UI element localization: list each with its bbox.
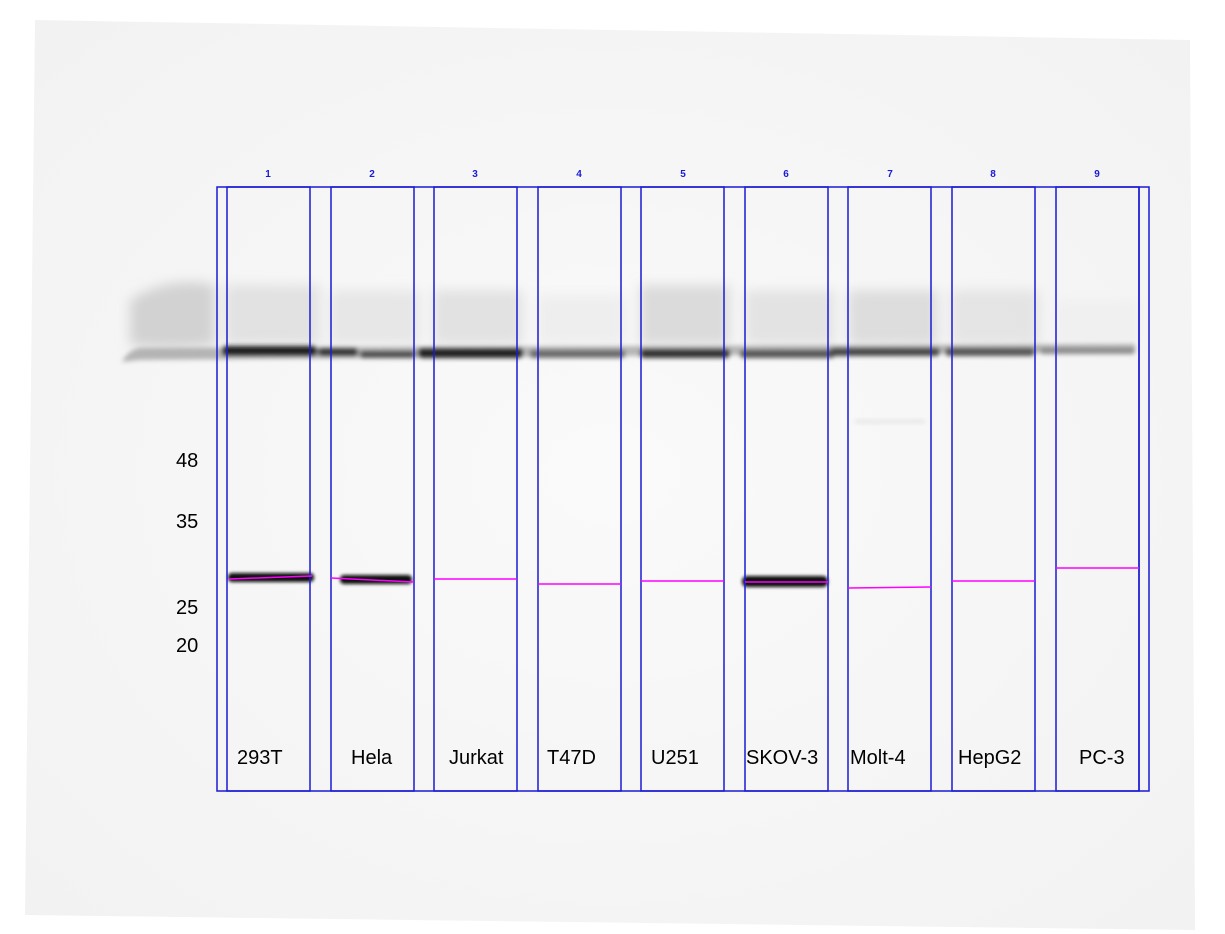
band-marker-line: [330, 577, 415, 583]
band-marker-line: [847, 586, 932, 589]
marker-label-48: 48: [176, 450, 199, 472]
marker-label-20: 20: [176, 635, 199, 657]
lane-frame: [744, 186, 829, 792]
cell-line-label: PC-3: [1079, 747, 1125, 769]
lane-number: 4: [576, 169, 582, 180]
cell-line-label: Hela: [351, 747, 393, 769]
lane-number: 5: [680, 169, 686, 180]
lane-number: 2: [369, 169, 375, 180]
cell-line-label: HepG2: [958, 747, 1022, 769]
lane-number: 8: [990, 169, 996, 180]
lane-frame: [330, 186, 415, 792]
lane-number: 1: [265, 169, 271, 180]
cell-line-label: 293T: [237, 747, 283, 769]
marker-label-35: 35: [176, 511, 199, 533]
lane-frame: [433, 186, 518, 792]
lane-frame: [226, 186, 311, 792]
top-band: [122, 344, 1135, 362]
lane-number: 7: [887, 169, 893, 180]
lane-number: 9: [1094, 169, 1100, 180]
lane-frame: [640, 186, 725, 792]
cell-line-label: U251: [651, 747, 699, 769]
cell-line-label: Molt-4: [850, 747, 906, 769]
upper-smear: [130, 282, 1140, 348]
lane-number: 6: [783, 169, 789, 180]
membrane: [25, 20, 1195, 930]
lane-frame: [537, 186, 622, 792]
cell-line-label: Jurkat: [449, 747, 504, 769]
lane-frame: [847, 186, 932, 792]
lane-frame: [951, 186, 1036, 792]
lane-number: 3: [472, 169, 478, 180]
cell-line-label: SKOV-3: [746, 747, 819, 769]
band-marker-line: [228, 575, 313, 580]
marker-label-25: 25: [176, 597, 199, 619]
cell-line-label: T47D: [547, 747, 596, 769]
